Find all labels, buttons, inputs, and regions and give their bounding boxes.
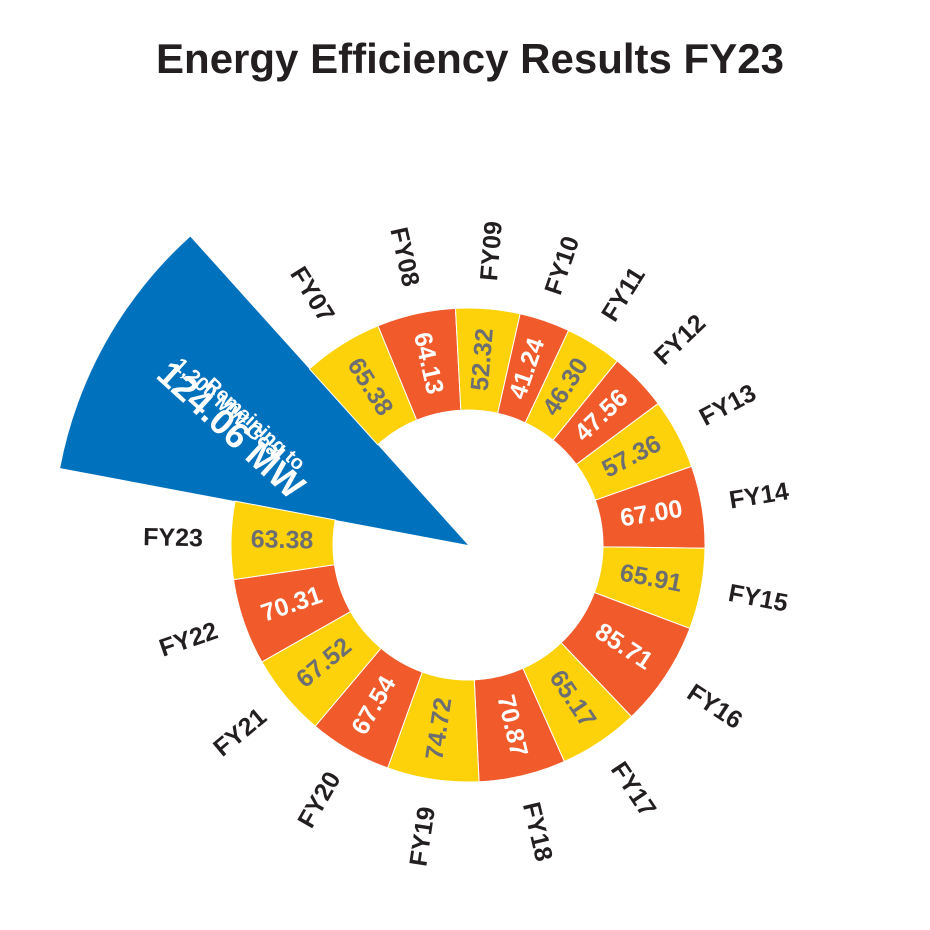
category-label: FY19 (404, 805, 441, 868)
segment (230, 500, 336, 581)
value-label: 63.38 (251, 525, 314, 554)
category-label: FY22 (156, 617, 222, 663)
category-label: FY15 (726, 579, 790, 618)
category-label: FY20 (292, 767, 346, 833)
category-label: FY18 (517, 799, 558, 864)
value-label: 52.32 (466, 327, 499, 392)
category-label: FY23 (143, 523, 203, 552)
category-label: FY13 (695, 379, 761, 432)
category-label: FY17 (605, 757, 662, 822)
category-label: FY16 (682, 679, 747, 735)
category-label: FY09 (475, 220, 508, 282)
remaining-wedge (60, 236, 468, 545)
category-label: FY07 (284, 262, 340, 327)
chart-title: Energy Efficiency Results FY23 (156, 35, 784, 82)
category-label: FY11 (596, 262, 651, 326)
category-label: FY21 (208, 702, 272, 762)
category-label: FY12 (649, 309, 712, 371)
category-label: FY08 (384, 225, 424, 290)
category-label: FY14 (727, 477, 791, 514)
category-label: FY10 (539, 233, 585, 299)
